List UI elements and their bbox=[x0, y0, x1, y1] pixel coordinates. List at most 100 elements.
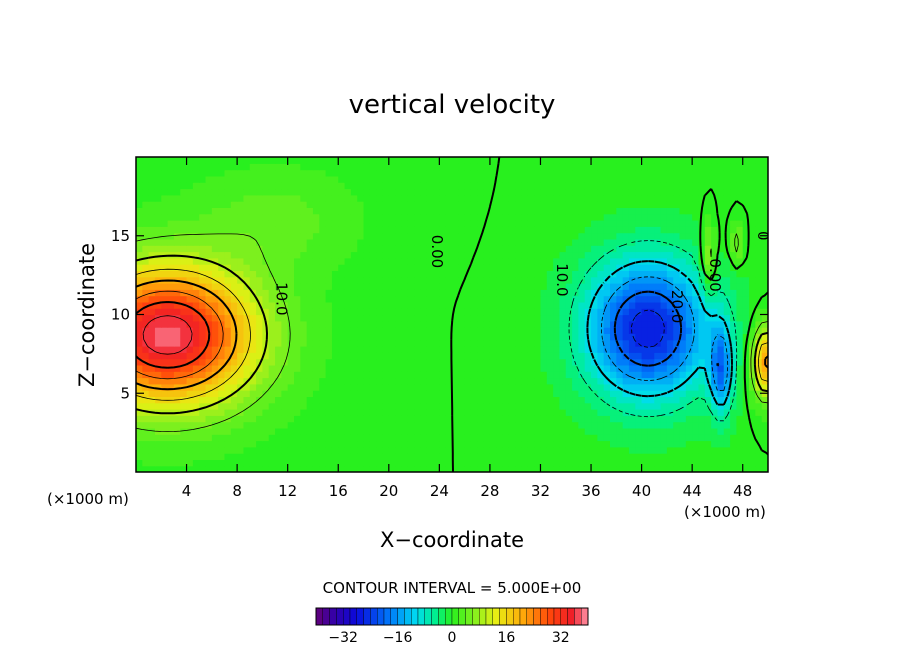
field-cell bbox=[420, 264, 428, 271]
field-cell bbox=[148, 226, 156, 234]
field-cell bbox=[344, 364, 352, 372]
field-cell bbox=[540, 220, 548, 227]
field-cell bbox=[338, 276, 346, 284]
field-cell bbox=[230, 232, 238, 240]
field-cell bbox=[584, 421, 592, 429]
field-cell bbox=[433, 320, 440, 328]
field-cell bbox=[268, 409, 276, 416]
field-cell bbox=[641, 301, 649, 309]
field-cell bbox=[565, 371, 573, 379]
field-cell bbox=[628, 308, 636, 316]
field-cell bbox=[275, 232, 282, 240]
field-cell bbox=[603, 390, 611, 397]
field-cell bbox=[685, 415, 693, 423]
field-cell bbox=[660, 427, 668, 435]
field-cell bbox=[597, 434, 605, 442]
field-cell bbox=[578, 446, 586, 454]
field-cell bbox=[439, 207, 447, 215]
field-cell bbox=[281, 396, 289, 404]
field-cell bbox=[508, 364, 516, 372]
field-cell bbox=[553, 201, 561, 208]
field-cell bbox=[180, 182, 188, 190]
field-cell bbox=[553, 251, 561, 259]
field-cell bbox=[357, 377, 365, 385]
field-cell bbox=[578, 257, 586, 265]
field-cell bbox=[306, 169, 314, 177]
field-cell bbox=[199, 301, 207, 309]
field-cell bbox=[306, 188, 314, 196]
field-cell bbox=[521, 352, 529, 360]
field-cell bbox=[414, 238, 421, 246]
field-cell bbox=[186, 352, 194, 360]
field-cell bbox=[666, 276, 674, 284]
field-cell bbox=[325, 333, 333, 341]
field-cell bbox=[540, 226, 548, 234]
field-cell bbox=[553, 453, 561, 460]
field-cell bbox=[325, 188, 333, 196]
field-cell bbox=[211, 427, 219, 435]
field-cell bbox=[154, 434, 162, 442]
field-cell bbox=[711, 440, 719, 448]
field-cell bbox=[610, 264, 617, 271]
field-cell bbox=[211, 352, 219, 360]
field-cell bbox=[572, 364, 579, 372]
field-cell bbox=[540, 446, 548, 454]
field-cell bbox=[300, 390, 308, 397]
field-cell bbox=[483, 459, 491, 467]
field-cell bbox=[666, 182, 674, 190]
field-cell bbox=[211, 358, 219, 366]
field-cell bbox=[502, 257, 510, 265]
field-cell bbox=[635, 314, 643, 322]
field-cell bbox=[369, 364, 377, 372]
field-cell bbox=[388, 409, 396, 416]
field-cell bbox=[749, 245, 756, 253]
field-cell bbox=[218, 465, 226, 472]
field-cell bbox=[534, 251, 542, 259]
field-cell bbox=[420, 188, 428, 196]
field-cell bbox=[218, 213, 226, 221]
field-cell bbox=[369, 308, 377, 316]
field-cell bbox=[199, 339, 207, 347]
field-cell bbox=[319, 157, 327, 164]
field-cell bbox=[591, 314, 598, 322]
field-cell bbox=[142, 175, 150, 183]
field-cell bbox=[673, 169, 681, 177]
field-cell bbox=[154, 301, 162, 309]
field-cell bbox=[136, 226, 143, 234]
field-cell bbox=[306, 427, 314, 435]
field-cell bbox=[148, 314, 156, 322]
field-cell bbox=[199, 440, 207, 448]
field-cell bbox=[761, 314, 768, 322]
field-cell bbox=[382, 333, 390, 341]
field-cell bbox=[294, 283, 301, 290]
field-cell bbox=[287, 364, 295, 372]
field-cell bbox=[407, 333, 415, 341]
field-cell bbox=[477, 289, 485, 297]
field-cell bbox=[565, 346, 573, 353]
field-cell bbox=[325, 421, 333, 429]
field-cell bbox=[407, 201, 415, 208]
field-cell bbox=[508, 358, 516, 366]
field-cell bbox=[723, 226, 731, 234]
field-cell bbox=[508, 371, 516, 379]
field-cell bbox=[749, 383, 756, 391]
field-cell bbox=[262, 390, 270, 397]
field-cell bbox=[186, 301, 194, 309]
field-cell bbox=[186, 465, 194, 472]
field-cell bbox=[546, 270, 554, 278]
field-cell bbox=[597, 364, 605, 372]
field-cell bbox=[142, 320, 150, 328]
field-cell bbox=[755, 377, 763, 385]
field-cell bbox=[262, 226, 270, 234]
field-cell bbox=[736, 270, 744, 278]
field-cell bbox=[350, 276, 358, 284]
field-cell bbox=[249, 264, 257, 271]
field-cell bbox=[622, 333, 630, 341]
field-cell bbox=[565, 377, 573, 385]
field-cell bbox=[300, 163, 308, 171]
field-cell bbox=[243, 396, 251, 404]
field-cell bbox=[363, 201, 371, 208]
field-cell bbox=[540, 251, 548, 259]
field-cell bbox=[268, 201, 276, 208]
field-cell bbox=[237, 459, 245, 467]
